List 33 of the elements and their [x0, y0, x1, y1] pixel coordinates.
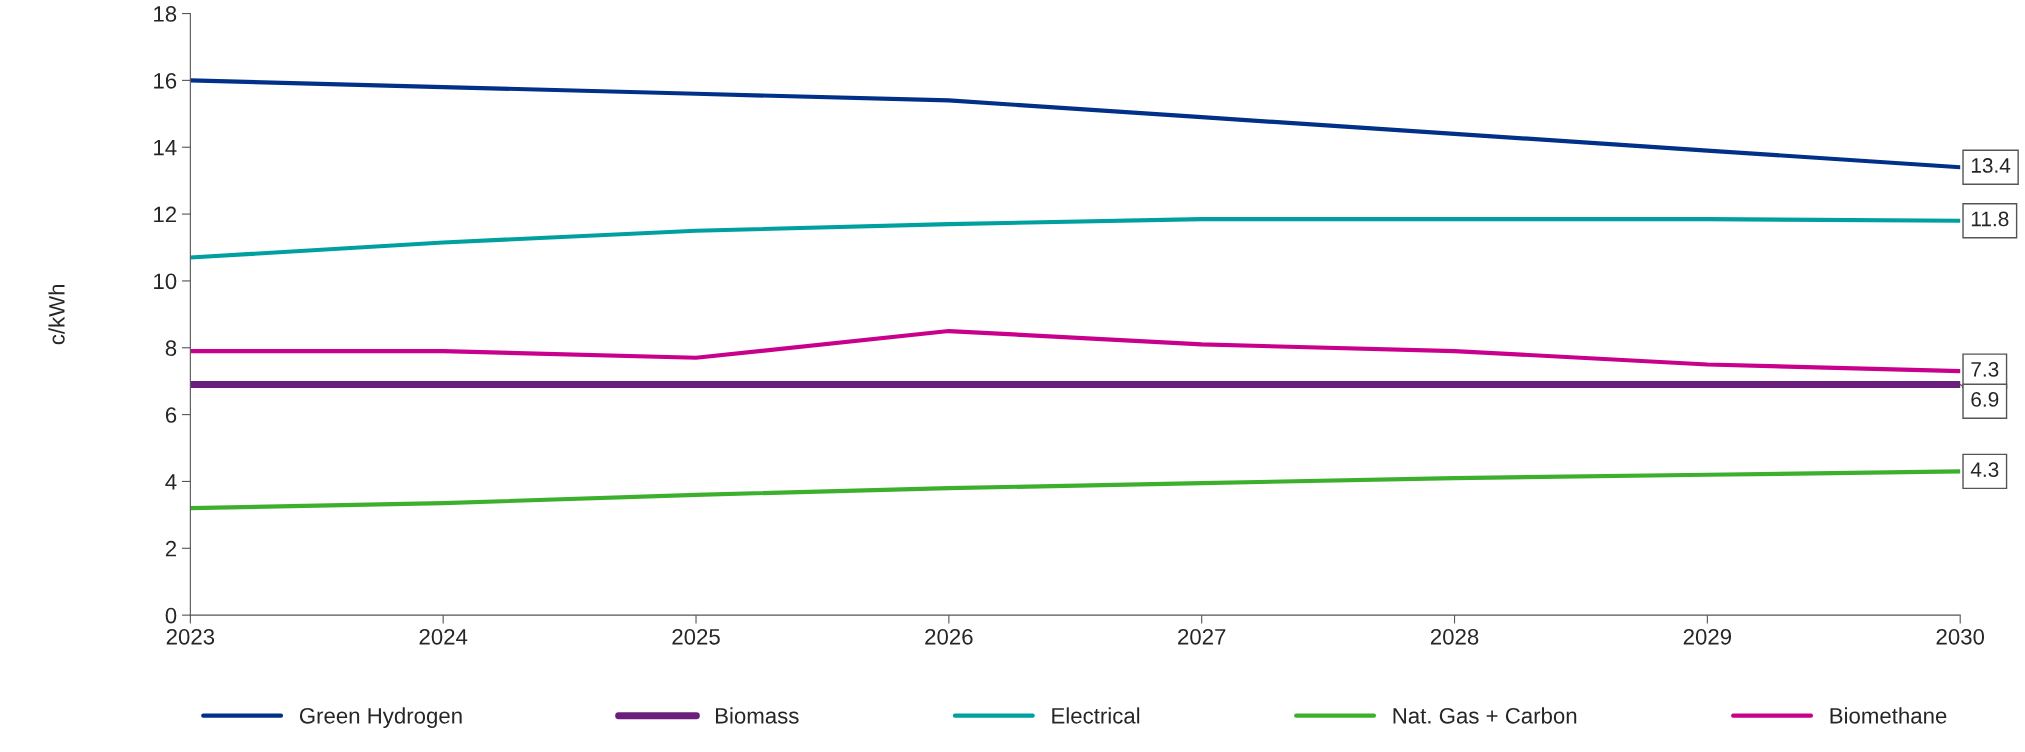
y-tick-label: 10 [154, 273, 177, 290]
y-tick-label: 6 [165, 407, 177, 423]
y-axis-title: c/kWh [48, 284, 65, 345]
x-tick-label: 2027 [1178, 628, 1226, 645]
data-label: 7.3 [1971, 361, 1999, 377]
y-tick-label: 8 [165, 340, 177, 357]
y-tick-label: 16 [154, 72, 177, 89]
legend-label: Electrical [1052, 707, 1140, 724]
x-tick-label: 2029 [1683, 628, 1732, 645]
data-label: 6.9 [1971, 392, 1999, 407]
y-tick-label: 18 [154, 6, 177, 22]
line-series [190, 469, 1961, 511]
y-tick-label: 2 [165, 540, 177, 557]
x-tick-label: 2028 [1430, 628, 1479, 645]
line-series [190, 216, 1961, 260]
legend-label: Green Hydrogen [299, 707, 462, 729]
x-tick-label: 2023 [166, 628, 215, 645]
line-series [190, 328, 1961, 374]
y-tick-label: 14 [154, 139, 177, 156]
y-tick-label: 4 [165, 474, 177, 490]
x-tick-label: 2025 [672, 628, 720, 645]
y-tick-label: 0 [165, 607, 177, 624]
data-label: 4.3 [1970, 462, 1999, 478]
data-label: 11.8 [1971, 211, 2009, 227]
legend-label: Nat. Gas + Carbon [1393, 707, 1577, 724]
line-series [190, 78, 1961, 170]
x-tick-label: 2024 [419, 628, 468, 645]
y-tick-label: 12 [154, 206, 177, 223]
x-tick-label: 2030 [1936, 628, 1985, 645]
legend-label: Biomethane [1830, 707, 1947, 724]
legend-label: Biomass [715, 707, 799, 724]
data-label: 13.4 [1971, 158, 2011, 173]
x-tick-label: 2026 [925, 628, 973, 645]
